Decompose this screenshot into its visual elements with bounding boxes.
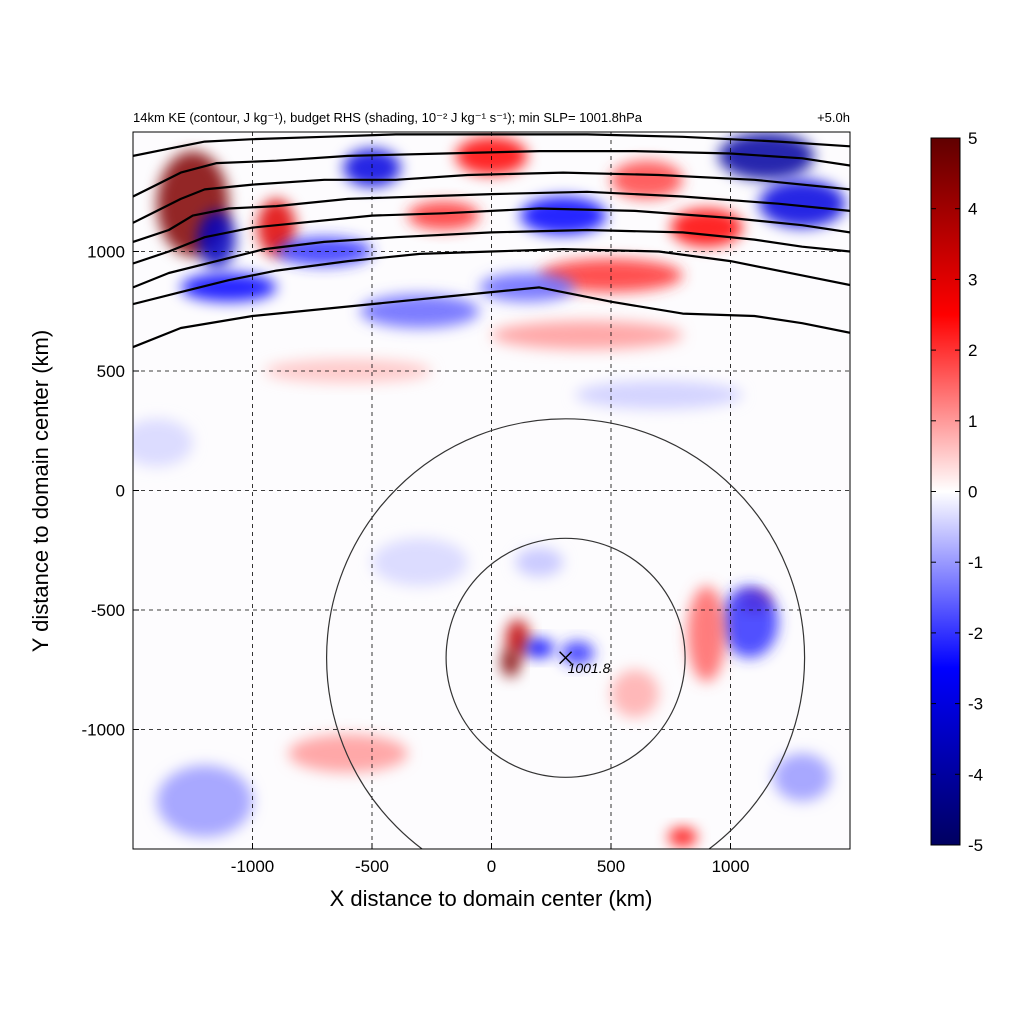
shading-blob-28 bbox=[407, 201, 480, 230]
shading-blob-26 bbox=[759, 179, 846, 228]
shading-blob-23 bbox=[491, 320, 683, 350]
storm-center-marker bbox=[559, 651, 573, 665]
colorbar-tick-label: -5 bbox=[968, 836, 983, 855]
colorbar-tick-label: -4 bbox=[968, 765, 983, 784]
shading-blob-31 bbox=[372, 538, 468, 587]
storm-center: 1001.8 bbox=[559, 651, 611, 676]
ke-contour-6 bbox=[133, 150, 850, 198]
shading-blob-1 bbox=[501, 648, 521, 677]
x-tick-label: -1000 bbox=[231, 857, 274, 876]
x-tick-label: 500 bbox=[597, 857, 625, 876]
min-slp-label: 1001.8 bbox=[568, 660, 611, 676]
ke-contour-5 bbox=[133, 171, 850, 224]
colorbar-tick-label: -1 bbox=[968, 553, 983, 572]
y-tick-label: 1000 bbox=[87, 243, 125, 262]
shading-blob-32 bbox=[515, 547, 564, 577]
x-axis-ticks: -1000 -500 0 500 1000 bbox=[231, 843, 750, 876]
shading-blob-3 bbox=[560, 641, 595, 665]
shading-blob-13 bbox=[257, 198, 296, 257]
x-tick-label: -500 bbox=[355, 857, 389, 876]
y-tick-label: 500 bbox=[97, 362, 125, 381]
ke-contour-3 bbox=[133, 207, 850, 265]
shading-blob-24 bbox=[264, 359, 432, 383]
y-tick-label: 0 bbox=[116, 482, 125, 501]
shading-blob-21 bbox=[479, 273, 576, 302]
shading-blob-0 bbox=[505, 619, 530, 658]
range-ring bbox=[326, 418, 806, 849]
colorbar-tick-label: 4 bbox=[968, 200, 977, 219]
shading-blob-10 bbox=[288, 734, 408, 773]
shading-blob-29 bbox=[611, 160, 683, 199]
time-label: +5.0h bbox=[817, 110, 850, 125]
shading-blob-30 bbox=[133, 418, 193, 467]
shading-blob-33 bbox=[611, 669, 659, 718]
shading-blob-7 bbox=[668, 827, 698, 847]
shading-blob-5 bbox=[720, 586, 779, 658]
shading-blob-6 bbox=[687, 586, 726, 682]
x-tick-label: 1000 bbox=[712, 857, 750, 876]
x-axis-label: X distance to domain center (km) bbox=[330, 886, 653, 911]
shading-blob-20 bbox=[539, 258, 683, 293]
colorbar-tick-label: 2 bbox=[968, 341, 977, 360]
range-ring bbox=[445, 537, 686, 778]
shading-blob-27 bbox=[520, 196, 607, 235]
colorbar-tick-label: 1 bbox=[968, 412, 977, 431]
shading-blob-25 bbox=[575, 380, 743, 410]
colorbar-tick-label: -2 bbox=[968, 624, 983, 643]
shading-layer bbox=[133, 132, 846, 847]
shading-blob-9 bbox=[156, 765, 253, 838]
range-rings bbox=[326, 418, 806, 849]
y-axis-label: Y distance to domain center (km) bbox=[28, 330, 53, 652]
ke-contour-7 bbox=[133, 133, 850, 157]
ke-contour-1 bbox=[133, 248, 850, 306]
y-tick-label: -1000 bbox=[82, 721, 125, 740]
ke-contour-0 bbox=[133, 286, 850, 349]
ke-contour-4 bbox=[133, 190, 850, 243]
x-tick-label: 0 bbox=[487, 857, 496, 876]
shading-blob-2 bbox=[524, 638, 554, 658]
shading-blob-12 bbox=[197, 210, 236, 269]
shading-blob-19 bbox=[180, 273, 277, 302]
y-axis-ticks: -1000 -500 0 500 1000 bbox=[82, 243, 139, 740]
colorbar-tick-label: 5 bbox=[968, 129, 977, 148]
colorbar-ticks: 5 4 3 2 1 0 -1 -2 -3 -4 -5 bbox=[931, 129, 983, 855]
colorbar-tick-label: 0 bbox=[968, 483, 977, 502]
ke-contours bbox=[133, 133, 850, 349]
shading-blob-8 bbox=[773, 753, 831, 802]
shading-blob-15 bbox=[455, 136, 528, 176]
chart-title: 14km KE (contour, J kg⁻¹), budget RHS (s… bbox=[133, 110, 643, 125]
ke-contour-2 bbox=[133, 228, 850, 289]
colorbar-tick-label: -3 bbox=[968, 695, 983, 714]
y-tick-label: -500 bbox=[91, 601, 125, 620]
colorbar-tick-label: 3 bbox=[968, 270, 977, 289]
